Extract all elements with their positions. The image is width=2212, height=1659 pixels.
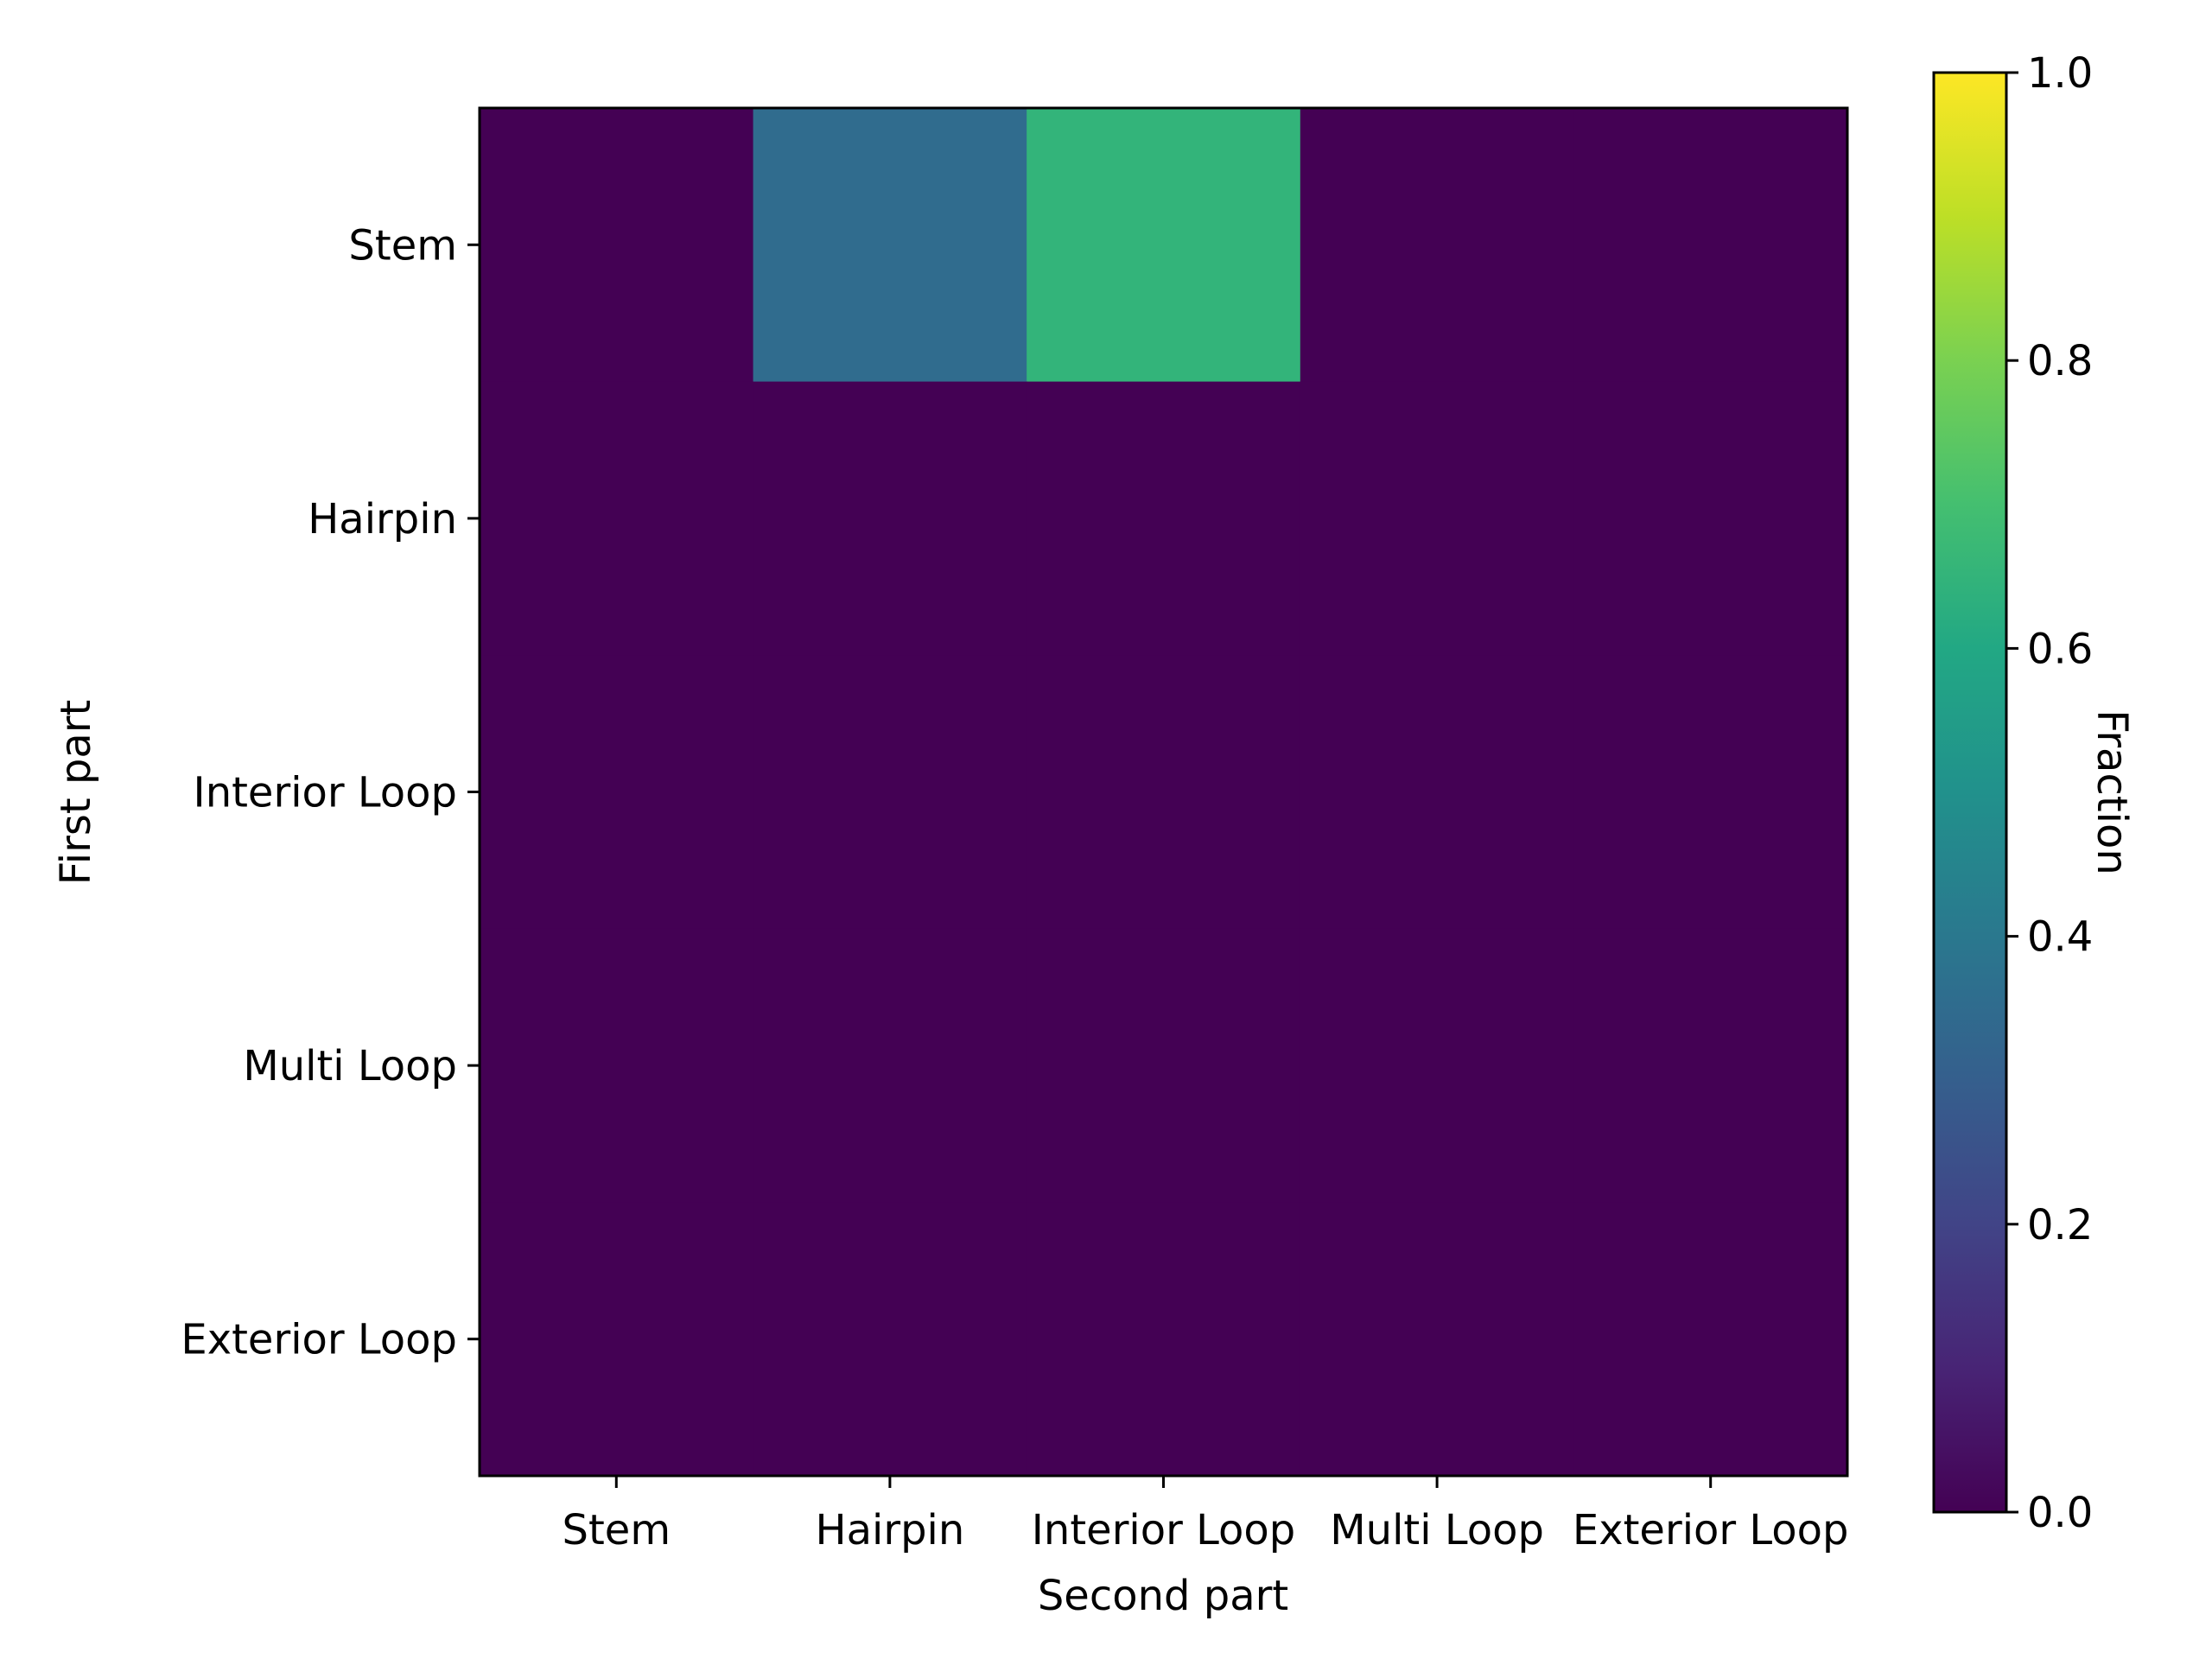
heatmap-cell <box>1573 108 1848 383</box>
y-tick-label: Interior Loop <box>194 769 457 817</box>
colorbar-tick-label: 0.2 <box>2027 1201 2093 1249</box>
heatmap-cell <box>1573 381 1848 656</box>
heatmap-cell <box>1027 928 1301 1203</box>
heatmap-cell <box>480 655 754 930</box>
heatmap-cell <box>753 928 1027 1203</box>
x-tick-label: Hairpin <box>815 1506 964 1554</box>
heatmap-cell <box>753 655 1027 930</box>
x-tick-label: Exterior Loop <box>1573 1506 1849 1554</box>
heatmap-cell <box>1300 1202 1574 1477</box>
heatmap-cell <box>1300 655 1574 930</box>
heatmap-cell <box>1027 1202 1301 1477</box>
x-tick-label: Interior Loop <box>1032 1506 1295 1554</box>
y-tick-label: Hairpin <box>308 495 457 543</box>
x-tick-label: Stem <box>563 1506 671 1554</box>
y-axis: Stem Hairpin Interior Loop Multi Loop Exteri… <box>181 221 480 1364</box>
heatmap-cell <box>480 108 754 383</box>
y-axis-label: First part <box>52 700 100 886</box>
colorbar-tick-label: 0.6 <box>2027 625 2093 673</box>
heatmap-cell <box>753 381 1027 656</box>
heatmap-cell <box>1573 1202 1848 1477</box>
x-tick-label: Multi Loop <box>1330 1506 1544 1554</box>
heatmap-cell <box>1027 108 1301 383</box>
colorbar-tick-label: 1.0 <box>2027 49 2093 98</box>
x-axis-label: Second part <box>1038 1572 1288 1620</box>
colorbar-tick-label: 0.0 <box>2027 1489 2093 1537</box>
heatmap-cell <box>480 928 754 1203</box>
x-axis: Stem Hairpin Interior Loop Multi Loop Exteri… <box>563 1476 1849 1554</box>
y-tick-label: Exterior Loop <box>181 1316 457 1364</box>
y-tick-label: Multi Loop <box>243 1042 457 1090</box>
colorbar <box>1932 71 2008 1514</box>
colorbar-axis: 0.0 0.2 0.4 0.6 0.8 1.0 <box>2006 49 2093 1537</box>
colorbar-label: Fraction <box>2088 709 2136 875</box>
colorbar-tick-label: 0.4 <box>2027 913 2093 962</box>
y-tick-label: Stem <box>348 221 457 270</box>
colorbar-tick-label: 0.8 <box>2027 337 2093 385</box>
heatmap-cell <box>1027 655 1301 930</box>
heatmap-cell <box>480 381 754 656</box>
heatmap-cell <box>1300 108 1574 383</box>
heatmap-cell <box>480 1202 754 1477</box>
heatmap-cell <box>1573 928 1848 1203</box>
heatmap-cell <box>753 1202 1027 1477</box>
heatmap-cell <box>1027 381 1301 656</box>
heatmap-cell <box>1300 381 1574 656</box>
heatmap-cell <box>753 108 1027 383</box>
heatmap-cell <box>1573 655 1848 930</box>
heatmap-cells <box>480 108 1848 1477</box>
heatmap-cell <box>1300 928 1574 1203</box>
